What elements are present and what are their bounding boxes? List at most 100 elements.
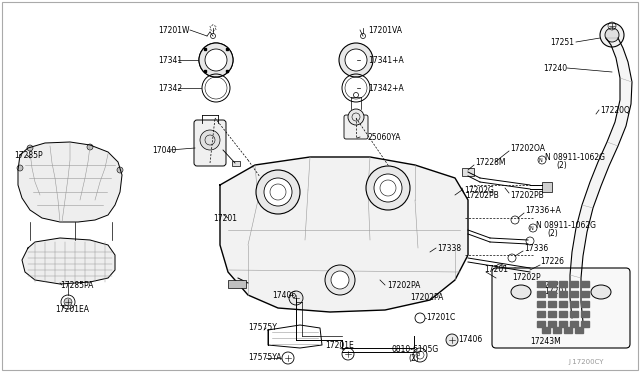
Text: (2): (2) bbox=[556, 160, 567, 170]
Text: 17336: 17336 bbox=[524, 244, 548, 253]
Text: N 08911-1062G: N 08911-1062G bbox=[545, 153, 605, 161]
Bar bbox=[537, 321, 545, 327]
Text: 17201C: 17201C bbox=[426, 314, 455, 323]
Text: 17201VA: 17201VA bbox=[368, 26, 402, 35]
Bar bbox=[548, 301, 556, 307]
Bar bbox=[570, 301, 578, 307]
Text: 17202PA: 17202PA bbox=[410, 294, 444, 302]
Circle shape bbox=[600, 23, 624, 47]
Text: 17341+A: 17341+A bbox=[368, 55, 404, 64]
Polygon shape bbox=[620, 78, 632, 104]
Text: 17243M: 17243M bbox=[531, 337, 561, 346]
Circle shape bbox=[366, 166, 410, 210]
Text: B: B bbox=[416, 353, 420, 357]
Bar bbox=[559, 301, 567, 307]
Text: 17285P: 17285P bbox=[14, 151, 43, 160]
Bar bbox=[570, 321, 578, 327]
Bar bbox=[559, 291, 567, 297]
Text: 17201W: 17201W bbox=[158, 26, 189, 35]
Bar bbox=[548, 321, 556, 327]
Text: 17342: 17342 bbox=[158, 83, 182, 93]
Text: 17341: 17341 bbox=[158, 55, 182, 64]
Circle shape bbox=[17, 165, 23, 171]
Text: 17202G: 17202G bbox=[464, 186, 494, 195]
Polygon shape bbox=[18, 142, 122, 222]
Bar bbox=[570, 311, 578, 317]
Bar bbox=[570, 291, 578, 297]
Text: 17228M: 17228M bbox=[475, 157, 506, 167]
Circle shape bbox=[446, 334, 458, 346]
Text: 17202OA: 17202OA bbox=[510, 144, 545, 153]
Ellipse shape bbox=[591, 285, 611, 299]
Polygon shape bbox=[220, 157, 468, 312]
Bar bbox=[232, 161, 240, 166]
Bar bbox=[537, 301, 545, 307]
Bar bbox=[581, 301, 589, 307]
Polygon shape bbox=[570, 298, 583, 322]
Polygon shape bbox=[615, 100, 631, 126]
Text: 17336+A: 17336+A bbox=[525, 205, 561, 215]
Polygon shape bbox=[607, 122, 626, 146]
Circle shape bbox=[345, 49, 367, 71]
Bar bbox=[542, 327, 550, 333]
Text: 17202P: 17202P bbox=[512, 273, 541, 282]
Text: 17251: 17251 bbox=[550, 38, 574, 46]
Polygon shape bbox=[570, 275, 581, 302]
Text: 17201: 17201 bbox=[484, 266, 508, 275]
Bar bbox=[570, 281, 578, 287]
Polygon shape bbox=[598, 142, 618, 166]
Polygon shape bbox=[576, 205, 593, 232]
Bar bbox=[537, 281, 545, 287]
Bar bbox=[537, 291, 545, 297]
FancyBboxPatch shape bbox=[194, 120, 226, 166]
Bar bbox=[500, 280, 508, 286]
Text: 17406: 17406 bbox=[458, 336, 483, 344]
Bar bbox=[559, 311, 567, 317]
Bar bbox=[537, 311, 545, 317]
Circle shape bbox=[331, 271, 349, 289]
Text: 17202P: 17202P bbox=[535, 280, 564, 289]
Bar bbox=[542, 182, 552, 192]
Polygon shape bbox=[582, 182, 601, 208]
Text: J 17200CY: J 17200CY bbox=[568, 359, 604, 365]
Text: 17201: 17201 bbox=[213, 214, 237, 222]
Bar bbox=[581, 321, 589, 327]
Text: N 08911-1062G: N 08911-1062G bbox=[536, 221, 596, 230]
Polygon shape bbox=[572, 228, 587, 256]
Circle shape bbox=[64, 298, 72, 306]
Circle shape bbox=[339, 43, 373, 77]
Bar bbox=[581, 311, 589, 317]
Circle shape bbox=[374, 174, 402, 202]
Bar bbox=[548, 281, 556, 287]
Circle shape bbox=[605, 28, 619, 42]
Circle shape bbox=[199, 43, 233, 77]
Text: 17201E: 17201E bbox=[325, 341, 354, 350]
Text: 25060YA: 25060YA bbox=[368, 132, 401, 141]
FancyBboxPatch shape bbox=[344, 115, 368, 139]
Circle shape bbox=[289, 291, 303, 305]
Polygon shape bbox=[611, 45, 628, 62]
Bar bbox=[228, 280, 246, 288]
Text: 17226: 17226 bbox=[540, 257, 564, 266]
Text: 17201: 17201 bbox=[544, 288, 568, 296]
Bar bbox=[559, 281, 567, 287]
Bar bbox=[581, 281, 589, 287]
Text: (2): (2) bbox=[408, 353, 419, 362]
Bar bbox=[575, 327, 583, 333]
Text: 17202PB: 17202PB bbox=[465, 190, 499, 199]
Bar bbox=[559, 321, 567, 327]
Polygon shape bbox=[616, 58, 632, 82]
Circle shape bbox=[117, 167, 123, 173]
Text: 17240: 17240 bbox=[543, 64, 567, 73]
Circle shape bbox=[200, 130, 220, 150]
Bar bbox=[514, 283, 522, 289]
Bar bbox=[548, 291, 556, 297]
Polygon shape bbox=[22, 238, 115, 284]
Ellipse shape bbox=[511, 285, 531, 299]
Text: 17342+A: 17342+A bbox=[368, 83, 404, 93]
Circle shape bbox=[264, 178, 292, 206]
Text: 17406: 17406 bbox=[272, 291, 296, 299]
Text: (2): (2) bbox=[547, 228, 557, 237]
Circle shape bbox=[256, 170, 300, 214]
Bar bbox=[564, 327, 572, 333]
